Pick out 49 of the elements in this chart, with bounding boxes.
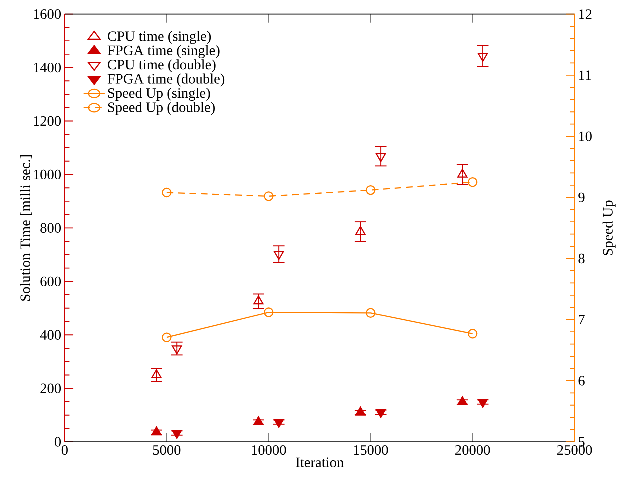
legend-label: Speed Up (single) (108, 88, 210, 101)
legend-label: CPU time (single) (108, 30, 212, 44)
legend-label: FPGA time (double) (108, 74, 225, 87)
point (468, 177, 478, 188)
point (376, 153, 386, 162)
y-tick-label: 1000 (34, 170, 62, 180)
y2-axis-title: Speed Up (602, 200, 616, 256)
y-tick-label: 800 (40, 223, 62, 233)
point (162, 332, 172, 342)
y-tick-label: 600 (40, 276, 62, 286)
y-tick-label: 1600 (34, 9, 62, 19)
x-tick-label: 15000 (354, 445, 388, 455)
y2-tick-label: 11 (579, 70, 592, 80)
point (458, 168, 468, 178)
point (264, 191, 274, 202)
point (264, 308, 274, 318)
y2-tick-label: 8 (578, 254, 585, 264)
point (356, 226, 366, 235)
y2-tick-label: 12 (579, 9, 592, 19)
x-tick-label: 20000 (456, 445, 490, 455)
point (152, 369, 162, 378)
x-tick-label: 5000 (153, 445, 181, 455)
legend-label: CPU time (double) (108, 59, 216, 72)
y-tick-label: 0 (54, 437, 62, 447)
point (366, 185, 376, 196)
y-tick-label: 400 (40, 330, 62, 340)
point (478, 52, 488, 62)
y2-tick-label: 7 (579, 315, 585, 324)
point (152, 426, 162, 436)
point (468, 328, 478, 339)
y2-tick-label: 9 (578, 192, 585, 202)
y-tick-label: 1400 (34, 62, 62, 72)
point (366, 308, 376, 318)
x-tick-label: 0 (62, 445, 68, 455)
point (162, 188, 172, 198)
x-tick-label: 10000 (252, 445, 286, 455)
y-tick-label: 200 (40, 384, 62, 394)
y2-tick-label: 6 (578, 376, 585, 386)
y-tick-label: 1200 (34, 116, 62, 126)
x-tick-label: 25000 (558, 445, 592, 455)
y2-tick-label: 5 (579, 437, 585, 447)
legend-label: Speed Up (double) (108, 102, 215, 116)
y2-tick-label: 10 (579, 132, 592, 142)
x-axis-title: Iteration (296, 458, 344, 468)
y-axis-title: Solution Time [milli sec.] (20, 155, 32, 301)
point (458, 396, 468, 406)
point (254, 416, 264, 426)
legend-label: FPGA time (single) (108, 45, 220, 58)
point (356, 406, 366, 416)
